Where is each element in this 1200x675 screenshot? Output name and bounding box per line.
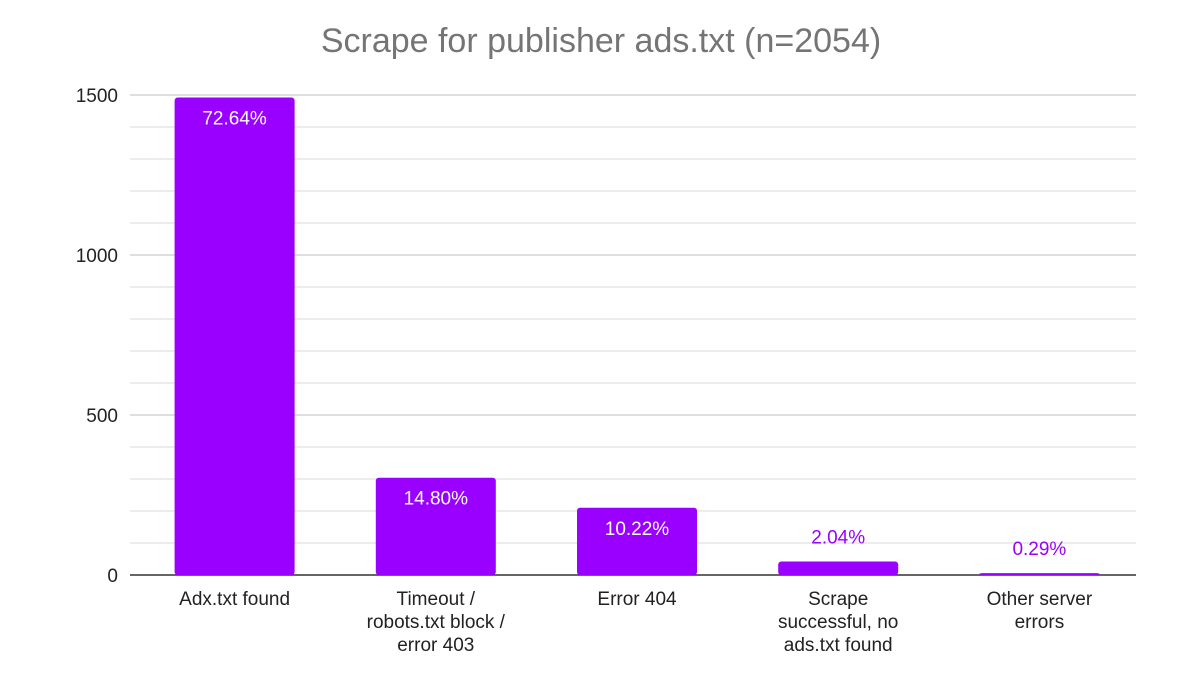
x-tick-label: Error 404 <box>597 589 677 610</box>
x-tick-label: errors <box>1015 612 1065 633</box>
y-tick-label: 1000 <box>76 246 118 267</box>
y-tick-label: 0 <box>107 566 118 587</box>
y-tick-label: 500 <box>86 406 118 427</box>
chart-title: Scrape for publisher ads.txt (n=2054) <box>321 22 881 60</box>
x-tick-label: error 403 <box>397 635 474 656</box>
x-tick-label: Timeout / <box>397 589 476 610</box>
x-tick-label: ads.txt found <box>784 635 893 656</box>
data-label: 2.04% <box>811 528 865 549</box>
data-label: 14.80% <box>404 489 469 510</box>
x-tick-label: Scrape <box>808 589 868 610</box>
data-label: 72.64% <box>202 109 267 130</box>
bar <box>577 507 697 575</box>
x-tick-label: Other server <box>987 589 1093 610</box>
bar <box>174 97 295 575</box>
x-tick-label: successful, no <box>778 612 898 633</box>
data-label: 0.29% <box>1012 539 1066 560</box>
bar <box>778 561 899 575</box>
bar <box>375 477 496 575</box>
data-label: 10.22% <box>605 519 670 540</box>
y-tick-label: 1500 <box>76 86 118 107</box>
x-tick-label: robots.txt block / <box>367 612 506 633</box>
bar <box>979 573 1100 575</box>
x-tick-label: Adx.txt found <box>179 589 290 610</box>
